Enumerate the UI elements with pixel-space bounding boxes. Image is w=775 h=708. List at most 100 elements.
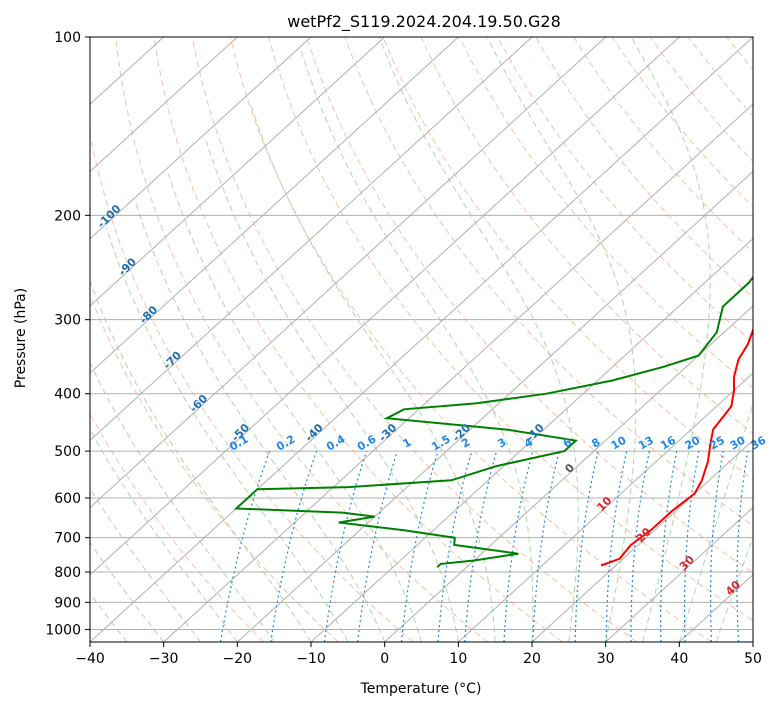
- y-tick-label: 200: [54, 208, 81, 224]
- moist-adiabat: [167, 173, 422, 642]
- isotherm--110: [90, 37, 238, 173]
- dry-adiabat: [268, 37, 753, 622]
- isotherm--50: [90, 37, 680, 576]
- dry-adiabat-label: -90: [116, 255, 139, 278]
- mixing-ratio-line: [574, 450, 599, 642]
- mixing-ratio-label: 10: [609, 433, 629, 452]
- x-tick-label: −20: [223, 651, 253, 667]
- dry-adiabat: [115, 37, 488, 642]
- isotherm-0: [384, 305, 753, 642]
- moist-adiabat: [205, 141, 459, 642]
- isotherm-30: [605, 506, 753, 642]
- moist-adiabat: [90, 428, 238, 642]
- tick-layer: −40 −30 −20 −10 0 10 20 30 40 50 100 200 300 400 500 60…: [45, 30, 762, 667]
- dry-adiabat: [90, 412, 264, 642]
- y-axis-label: Pressure (hPa): [13, 288, 29, 388]
- dry-adiabat: [191, 37, 638, 642]
- x-tick-label: −30: [149, 651, 179, 667]
- moist-adiabat: [90, 279, 312, 642]
- moist-adiabat-label: 20: [634, 525, 654, 545]
- mixing-ratio-line: [605, 450, 628, 642]
- isotherm--10: [310, 237, 753, 642]
- mixing-ratio-line: [630, 450, 651, 642]
- x-tick-label: 10: [449, 651, 467, 667]
- x-tick-label: 30: [597, 651, 615, 667]
- moist-adiabat: [678, 401, 753, 642]
- y-tick-label: 600: [54, 491, 81, 507]
- isotherm--40: [90, 37, 753, 642]
- dry-adiabat-label: -60: [187, 392, 210, 415]
- dry-adiabat: [765, 37, 775, 642]
- dewpoint-profile: [233, 275, 753, 568]
- mixing-ratio-label: 0.4: [324, 432, 348, 453]
- isotherm--90: [90, 37, 386, 307]
- moist-adiabat-label: 10: [594, 494, 614, 514]
- isotherm-10: [457, 372, 753, 642]
- mixing-ratio-label: 0.6: [355, 432, 379, 453]
- moist-adiabat: [135, 201, 386, 642]
- moist-adiabat: [90, 541, 165, 642]
- dry-adiabat-label: -70: [161, 348, 184, 371]
- moist-adiabat: [752, 640, 753, 642]
- isotherm-20: [531, 439, 753, 642]
- dry-adiabat: [420, 37, 753, 435]
- moist-adiabat: [715, 535, 753, 642]
- mixing-ratio-label: 30: [728, 433, 748, 452]
- temperature-profile: [600, 327, 753, 567]
- y-tick-label: 1000: [45, 622, 81, 638]
- x-tick-label: 50: [744, 651, 762, 667]
- plot-frame: [89, 36, 754, 643]
- dry-adiabat: [229, 37, 712, 642]
- moist-adiabat: [90, 487, 201, 642]
- y-tick-label: 900: [54, 595, 81, 611]
- chart-title: wetPf2_S119.2024.204.19.50.G28: [287, 12, 561, 32]
- dry-adiabat-label: -40: [303, 421, 326, 444]
- series-layer: [233, 275, 753, 568]
- guide-label-layer: 0.1 0.2 0.4 0.6 1 1.5 2 3 4 6 8 10 13 16 20 25 30 36-100-…: [95, 202, 769, 598]
- dry-adiabat: [153, 37, 563, 642]
- mixing-ratio-label: 16: [658, 433, 678, 452]
- mixing-ratio-line: [323, 450, 368, 642]
- mixing-ratio-line: [400, 450, 439, 642]
- dry-adiabat: [90, 293, 339, 642]
- dry-adiabat: [306, 37, 753, 574]
- mixing-ratio-line: [759, 451, 769, 642]
- dry-adiabat-label: -100: [95, 202, 124, 231]
- moist-adiabat-label: 30: [677, 553, 697, 573]
- dry-adiabat: [649, 37, 753, 163]
- mixing-ratio-line: [270, 450, 318, 642]
- grid-layer: [90, 37, 753, 642]
- moist-adiabat: [106, 227, 349, 642]
- y-tick-label: 500: [54, 444, 81, 460]
- mixing-ratio-label: 20: [683, 433, 703, 452]
- mixing-ratio-label: 1: [401, 436, 414, 451]
- dry-adiabat: [496, 37, 753, 344]
- y-tick-label: 100: [54, 30, 81, 46]
- dry-adiabat: [382, 37, 753, 481]
- mixing-ratio-label: 0.2: [274, 433, 297, 454]
- y-tick-label: 300: [54, 313, 81, 329]
- y-tick-label: 800: [54, 565, 81, 581]
- x-tick-label: −40: [75, 651, 105, 667]
- dry-adiabat-label: -80: [137, 303, 160, 326]
- mixing-ratio-line: [660, 450, 678, 642]
- dry-adiabat: [687, 37, 753, 117]
- moist-adiabat: [90, 361, 275, 642]
- guide-layer: [90, 37, 775, 642]
- dry-adiabat: [726, 37, 753, 71]
- isotherm--60: [90, 37, 607, 509]
- moist-adiabat: [250, 104, 496, 642]
- x-axis-label: Temperature (°C): [360, 681, 482, 697]
- y-tick-label: 700: [54, 531, 81, 547]
- mixing-ratio-line: [532, 450, 560, 642]
- dry-adiabat-label: -30: [376, 421, 399, 444]
- isotherm--20: [236, 170, 753, 642]
- isotherm--80: [90, 37, 459, 374]
- isotherm--100: [90, 37, 312, 240]
- moist-adiabat-label: 40: [723, 578, 743, 598]
- mixing-ratio-label: 36: [748, 433, 768, 452]
- moist-adiabat: [486, 37, 637, 642]
- dry-adiabat: [535, 37, 753, 298]
- y-tick-label: 400: [54, 387, 81, 403]
